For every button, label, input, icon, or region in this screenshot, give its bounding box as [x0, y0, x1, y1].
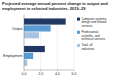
- legend-label: Professional,scientific, andtechnical se…: [82, 30, 106, 41]
- legend-line: industries: [82, 47, 95, 51]
- legend-line: services: [82, 24, 94, 28]
- category-label: Employment: [3, 54, 22, 58]
- bar: [24, 25, 51, 31]
- legend-line: technical services: [82, 37, 106, 41]
- legend-label: Computer systemsdesign and relatedservic…: [82, 17, 108, 28]
- tick-label: 0.0: [22, 72, 27, 76]
- title-line: employment in selected industries, 2019–…: [2, 6, 86, 11]
- bar: [24, 60, 27, 66]
- legend-label: Total, allindustries: [82, 43, 95, 50]
- bars: [24, 18, 66, 65]
- legend-swatch: [77, 18, 80, 21]
- legend-swatch: [77, 44, 80, 47]
- chart: Projected average annual percent change …: [0, 0, 120, 79]
- y-axis: [24, 15, 25, 70]
- bar: [24, 18, 66, 24]
- tick-label: 4.0: [55, 72, 60, 76]
- title: Projected average annual percent change …: [2, 1, 108, 11]
- legend-swatch: [77, 31, 80, 34]
- tick-label: 2.0: [38, 72, 43, 76]
- x-axis: [24, 70, 74, 71]
- tick-label: 6.0: [72, 72, 77, 76]
- bar: [24, 53, 33, 59]
- category-label: Output: [12, 27, 23, 31]
- grid-line: [74, 15, 75, 70]
- bar: [24, 46, 45, 52]
- bar: [24, 32, 39, 38]
